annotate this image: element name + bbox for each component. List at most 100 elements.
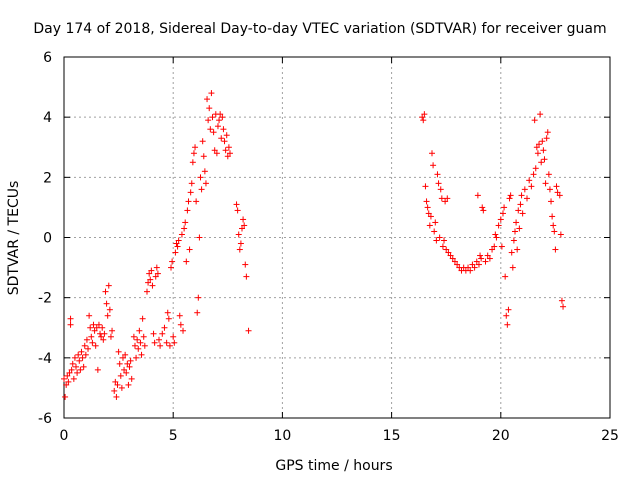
data-point xyxy=(515,207,522,214)
data-point xyxy=(157,342,164,349)
data-point xyxy=(99,324,106,331)
data-point xyxy=(141,342,148,349)
chart-title: Day 174 of 2018, Sidereal Day-to-day VTE… xyxy=(33,21,606,37)
data-point xyxy=(124,360,131,367)
data-point xyxy=(443,246,450,253)
data-point xyxy=(558,297,565,304)
data-point xyxy=(471,264,478,271)
data-point xyxy=(218,135,225,142)
data-point xyxy=(101,330,108,337)
data-point xyxy=(425,210,432,217)
data-point xyxy=(61,375,67,382)
data-point xyxy=(542,180,549,187)
data-point xyxy=(121,366,128,373)
data-points xyxy=(61,90,567,400)
data-point xyxy=(474,192,481,199)
data-point xyxy=(233,201,240,208)
data-point xyxy=(88,333,95,340)
grid-lines xyxy=(64,57,610,418)
data-point xyxy=(495,222,502,229)
data-point xyxy=(521,186,528,193)
data-point xyxy=(90,321,97,328)
data-point xyxy=(115,348,122,355)
data-point xyxy=(117,372,124,379)
data-point xyxy=(169,258,176,265)
x-tick-label: 20 xyxy=(492,428,510,444)
data-point xyxy=(164,309,171,316)
data-point xyxy=(89,339,96,346)
data-point xyxy=(475,261,482,268)
data-point xyxy=(235,231,242,238)
data-point xyxy=(223,132,230,139)
data-point xyxy=(545,171,552,178)
data-point xyxy=(100,336,107,343)
data-point xyxy=(135,345,142,352)
data-point xyxy=(528,183,535,190)
data-point xyxy=(236,246,243,253)
data-point xyxy=(125,381,132,388)
data-point xyxy=(130,333,137,340)
data-point xyxy=(116,360,123,367)
data-point xyxy=(197,174,204,181)
y-axis-label: SDTVAR / TECUs xyxy=(6,181,22,296)
data-point xyxy=(200,153,207,160)
data-point xyxy=(165,315,172,322)
data-point xyxy=(436,234,443,241)
data-point xyxy=(491,243,498,250)
data-point xyxy=(504,321,511,328)
data-point xyxy=(175,237,182,244)
data-point xyxy=(433,237,440,244)
data-point xyxy=(541,156,548,163)
data-point xyxy=(556,192,563,199)
y-tick-label: 6 xyxy=(43,50,52,66)
data-point xyxy=(168,264,175,271)
data-point xyxy=(238,225,245,232)
data-point xyxy=(95,321,102,328)
data-point xyxy=(86,312,93,319)
data-point xyxy=(104,312,111,319)
data-point xyxy=(133,354,140,361)
data-point xyxy=(549,213,556,220)
data-point xyxy=(221,138,228,145)
data-point xyxy=(503,312,510,319)
data-point xyxy=(126,363,133,370)
data-point xyxy=(210,129,217,136)
data-point xyxy=(87,324,94,331)
y-tick-label: 0 xyxy=(43,231,52,247)
data-point xyxy=(63,381,70,388)
data-point xyxy=(507,192,514,199)
data-point xyxy=(190,150,197,157)
data-point xyxy=(224,153,231,160)
data-point xyxy=(67,321,74,328)
data-point xyxy=(240,216,247,223)
data-point xyxy=(178,231,185,238)
data-point xyxy=(538,159,545,166)
data-point xyxy=(151,339,158,346)
data-point xyxy=(482,258,489,265)
x-tick-label: 10 xyxy=(273,428,291,444)
data-point xyxy=(131,342,138,349)
data-point xyxy=(66,369,73,376)
data-point xyxy=(242,261,249,268)
data-point xyxy=(137,339,144,346)
data-point xyxy=(149,282,156,289)
data-point xyxy=(510,237,517,244)
data-point xyxy=(509,264,516,271)
data-point xyxy=(213,150,220,157)
data-point xyxy=(534,150,541,157)
data-point xyxy=(69,360,76,367)
data-point xyxy=(180,327,187,334)
data-point xyxy=(77,366,84,373)
data-point xyxy=(114,381,121,388)
data-point xyxy=(189,159,196,166)
data-point xyxy=(543,135,550,142)
data-point xyxy=(469,261,476,268)
data-point xyxy=(83,336,90,343)
data-point xyxy=(424,204,431,211)
x-tick-label: 15 xyxy=(383,428,401,444)
data-point xyxy=(208,90,215,97)
data-point xyxy=(81,342,88,349)
data-point xyxy=(449,255,456,262)
data-point xyxy=(439,243,446,250)
data-point xyxy=(143,288,150,295)
